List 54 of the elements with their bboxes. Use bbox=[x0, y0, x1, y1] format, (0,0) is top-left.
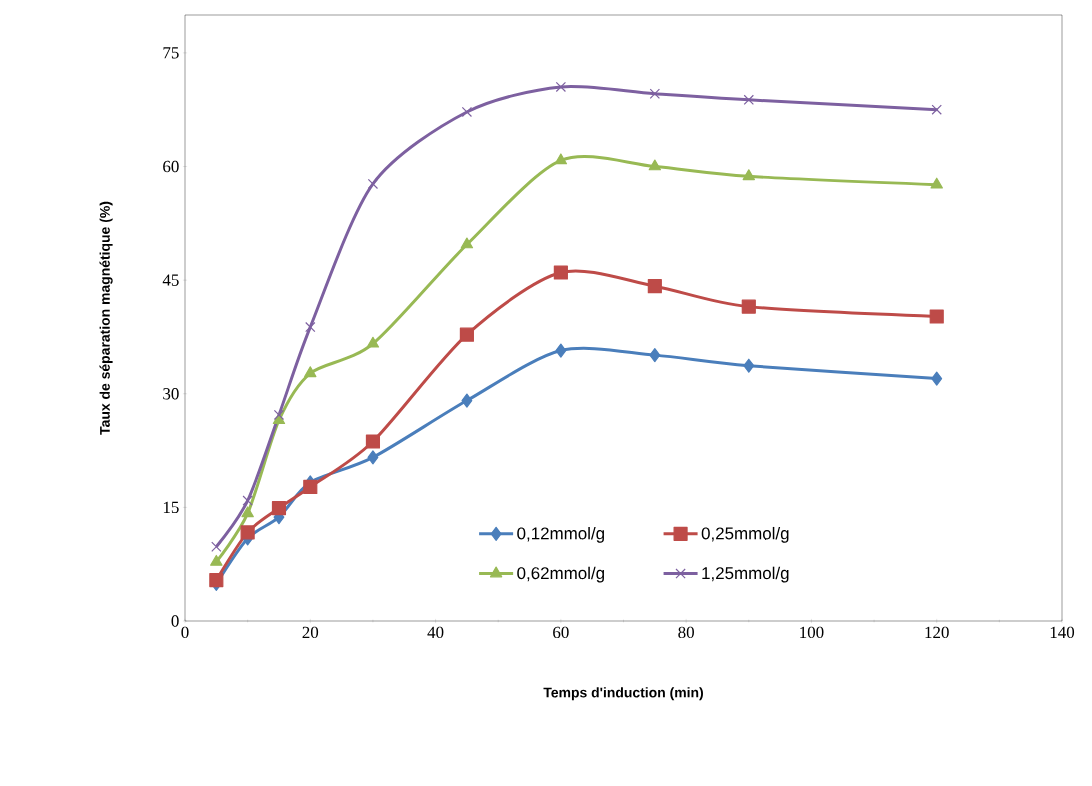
point bbox=[741, 299, 756, 314]
y-tick-label: 0 bbox=[171, 615, 179, 627]
point bbox=[461, 106, 473, 118]
legend-label: 0,62mmol/g bbox=[517, 566, 604, 583]
point bbox=[931, 104, 942, 115]
point bbox=[743, 94, 754, 106]
x-tick-label: 100 bbox=[800, 626, 824, 639]
y-tick-label: 30 bbox=[163, 388, 179, 400]
x-tick-label: 140 bbox=[1050, 626, 1075, 639]
legend-label: 0,12mmol/g bbox=[517, 526, 604, 543]
y-tick-label: 60 bbox=[163, 160, 179, 173]
point bbox=[555, 343, 567, 358]
point bbox=[555, 81, 567, 93]
y-axis-title: Taux de séparation magnétique (%) bbox=[99, 201, 113, 435]
point bbox=[931, 371, 943, 386]
point bbox=[649, 348, 661, 363]
point bbox=[460, 237, 474, 249]
point bbox=[553, 265, 568, 280]
x-tick-label: 20 bbox=[302, 626, 319, 639]
point bbox=[210, 554, 223, 566]
point bbox=[305, 321, 316, 333]
x-tick-label: 60 bbox=[553, 626, 569, 639]
x-tick-label: 0 bbox=[181, 626, 189, 639]
point bbox=[930, 177, 943, 189]
point bbox=[554, 153, 568, 165]
point bbox=[241, 506, 254, 518]
point bbox=[743, 358, 755, 373]
point bbox=[742, 169, 755, 181]
point bbox=[367, 450, 379, 465]
point bbox=[273, 409, 285, 421]
point bbox=[647, 279, 662, 294]
x-tick-label: 80 bbox=[678, 626, 694, 639]
point bbox=[459, 327, 474, 342]
point bbox=[240, 525, 255, 540]
point bbox=[271, 501, 287, 516]
point bbox=[461, 393, 473, 408]
point bbox=[211, 541, 222, 552]
legend-label: 1,25mmol/g bbox=[702, 566, 789, 583]
x-tick-label: 120 bbox=[925, 626, 949, 639]
y-tick-label: 45 bbox=[162, 274, 179, 286]
x-axis-title: Temps d'induction (min) bbox=[543, 687, 703, 701]
x-tick-label: 40 bbox=[427, 626, 444, 639]
point bbox=[929, 309, 944, 324]
y-tick-label: 75 bbox=[163, 47, 179, 59]
point bbox=[365, 434, 381, 449]
point bbox=[366, 336, 380, 348]
point bbox=[648, 159, 662, 171]
legend-label: 0,25mmol/g bbox=[701, 526, 789, 543]
point bbox=[367, 178, 379, 190]
point bbox=[242, 495, 253, 506]
y-tick-label: 15 bbox=[163, 501, 179, 514]
point bbox=[304, 366, 317, 378]
point bbox=[649, 88, 661, 99]
point bbox=[303, 479, 318, 494]
